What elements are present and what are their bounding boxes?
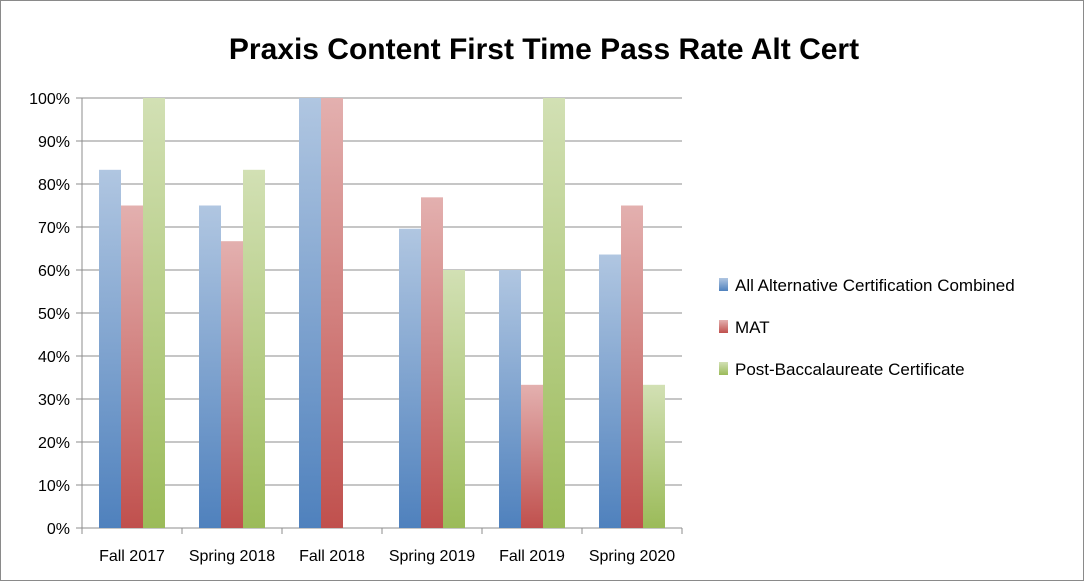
- y-tick-label: 80%: [38, 177, 70, 194]
- legend-swatch: [719, 278, 728, 291]
- legend-label: MAT: [735, 318, 770, 337]
- gridlines: [76, 97, 682, 529]
- bar: [499, 270, 521, 528]
- bars: [99, 98, 665, 528]
- chart-title: Praxis Content First Time Pass Rate Alt …: [229, 33, 859, 66]
- y-tick-labels: 0% 10% 20% 30% 40% 50% 60% 70% 80% 90% 100%: [29, 91, 70, 538]
- x-tick-label: Fall 2018: [299, 548, 365, 565]
- bar: [299, 98, 321, 528]
- y-tick-label: 10%: [38, 478, 70, 495]
- x-tick-labels: Fall 2017 Spring 2018 Fall 2018 Spring 2019…: [99, 548, 675, 565]
- bar: [599, 254, 621, 528]
- y-tick-label: 100%: [29, 91, 70, 108]
- bar: [543, 98, 565, 528]
- y-tick-label: 20%: [38, 435, 70, 452]
- x-tick-label: Spring 2020: [589, 548, 675, 565]
- legend-label: Post-Baccalaureate Certificate: [735, 360, 965, 379]
- bar: [643, 384, 665, 528]
- bar: [521, 384, 543, 528]
- axes: [81, 98, 683, 534]
- x-tick-label: Fall 2019: [499, 548, 565, 565]
- legend: All Alternative Certification Combined MA…: [719, 276, 1015, 379]
- y-tick-label: 90%: [38, 134, 70, 151]
- legend-label: All Alternative Certification Combined: [735, 276, 1015, 295]
- bar: [199, 205, 221, 528]
- bar: [421, 197, 443, 528]
- bar: [621, 205, 643, 528]
- bar: [243, 169, 265, 528]
- y-tick-label: 60%: [38, 263, 70, 280]
- legend-swatch: [719, 362, 728, 375]
- bar: [443, 270, 465, 528]
- legend-swatch: [719, 320, 728, 333]
- y-tick-label: 0%: [47, 521, 70, 538]
- y-tick-label: 50%: [38, 306, 70, 323]
- y-tick-label: 40%: [38, 349, 70, 366]
- bar: [399, 228, 421, 528]
- bar: [321, 98, 343, 528]
- y-tick-label: 30%: [38, 392, 70, 409]
- bar: [99, 169, 121, 528]
- x-tick-label: Fall 2017: [99, 548, 165, 565]
- y-tick-label: 70%: [38, 220, 70, 237]
- x-tick-label: Spring 2018: [189, 548, 275, 565]
- x-tick-label: Spring 2019: [389, 548, 475, 565]
- bar: [121, 205, 143, 528]
- bar: [221, 241, 243, 528]
- bar: [143, 98, 165, 528]
